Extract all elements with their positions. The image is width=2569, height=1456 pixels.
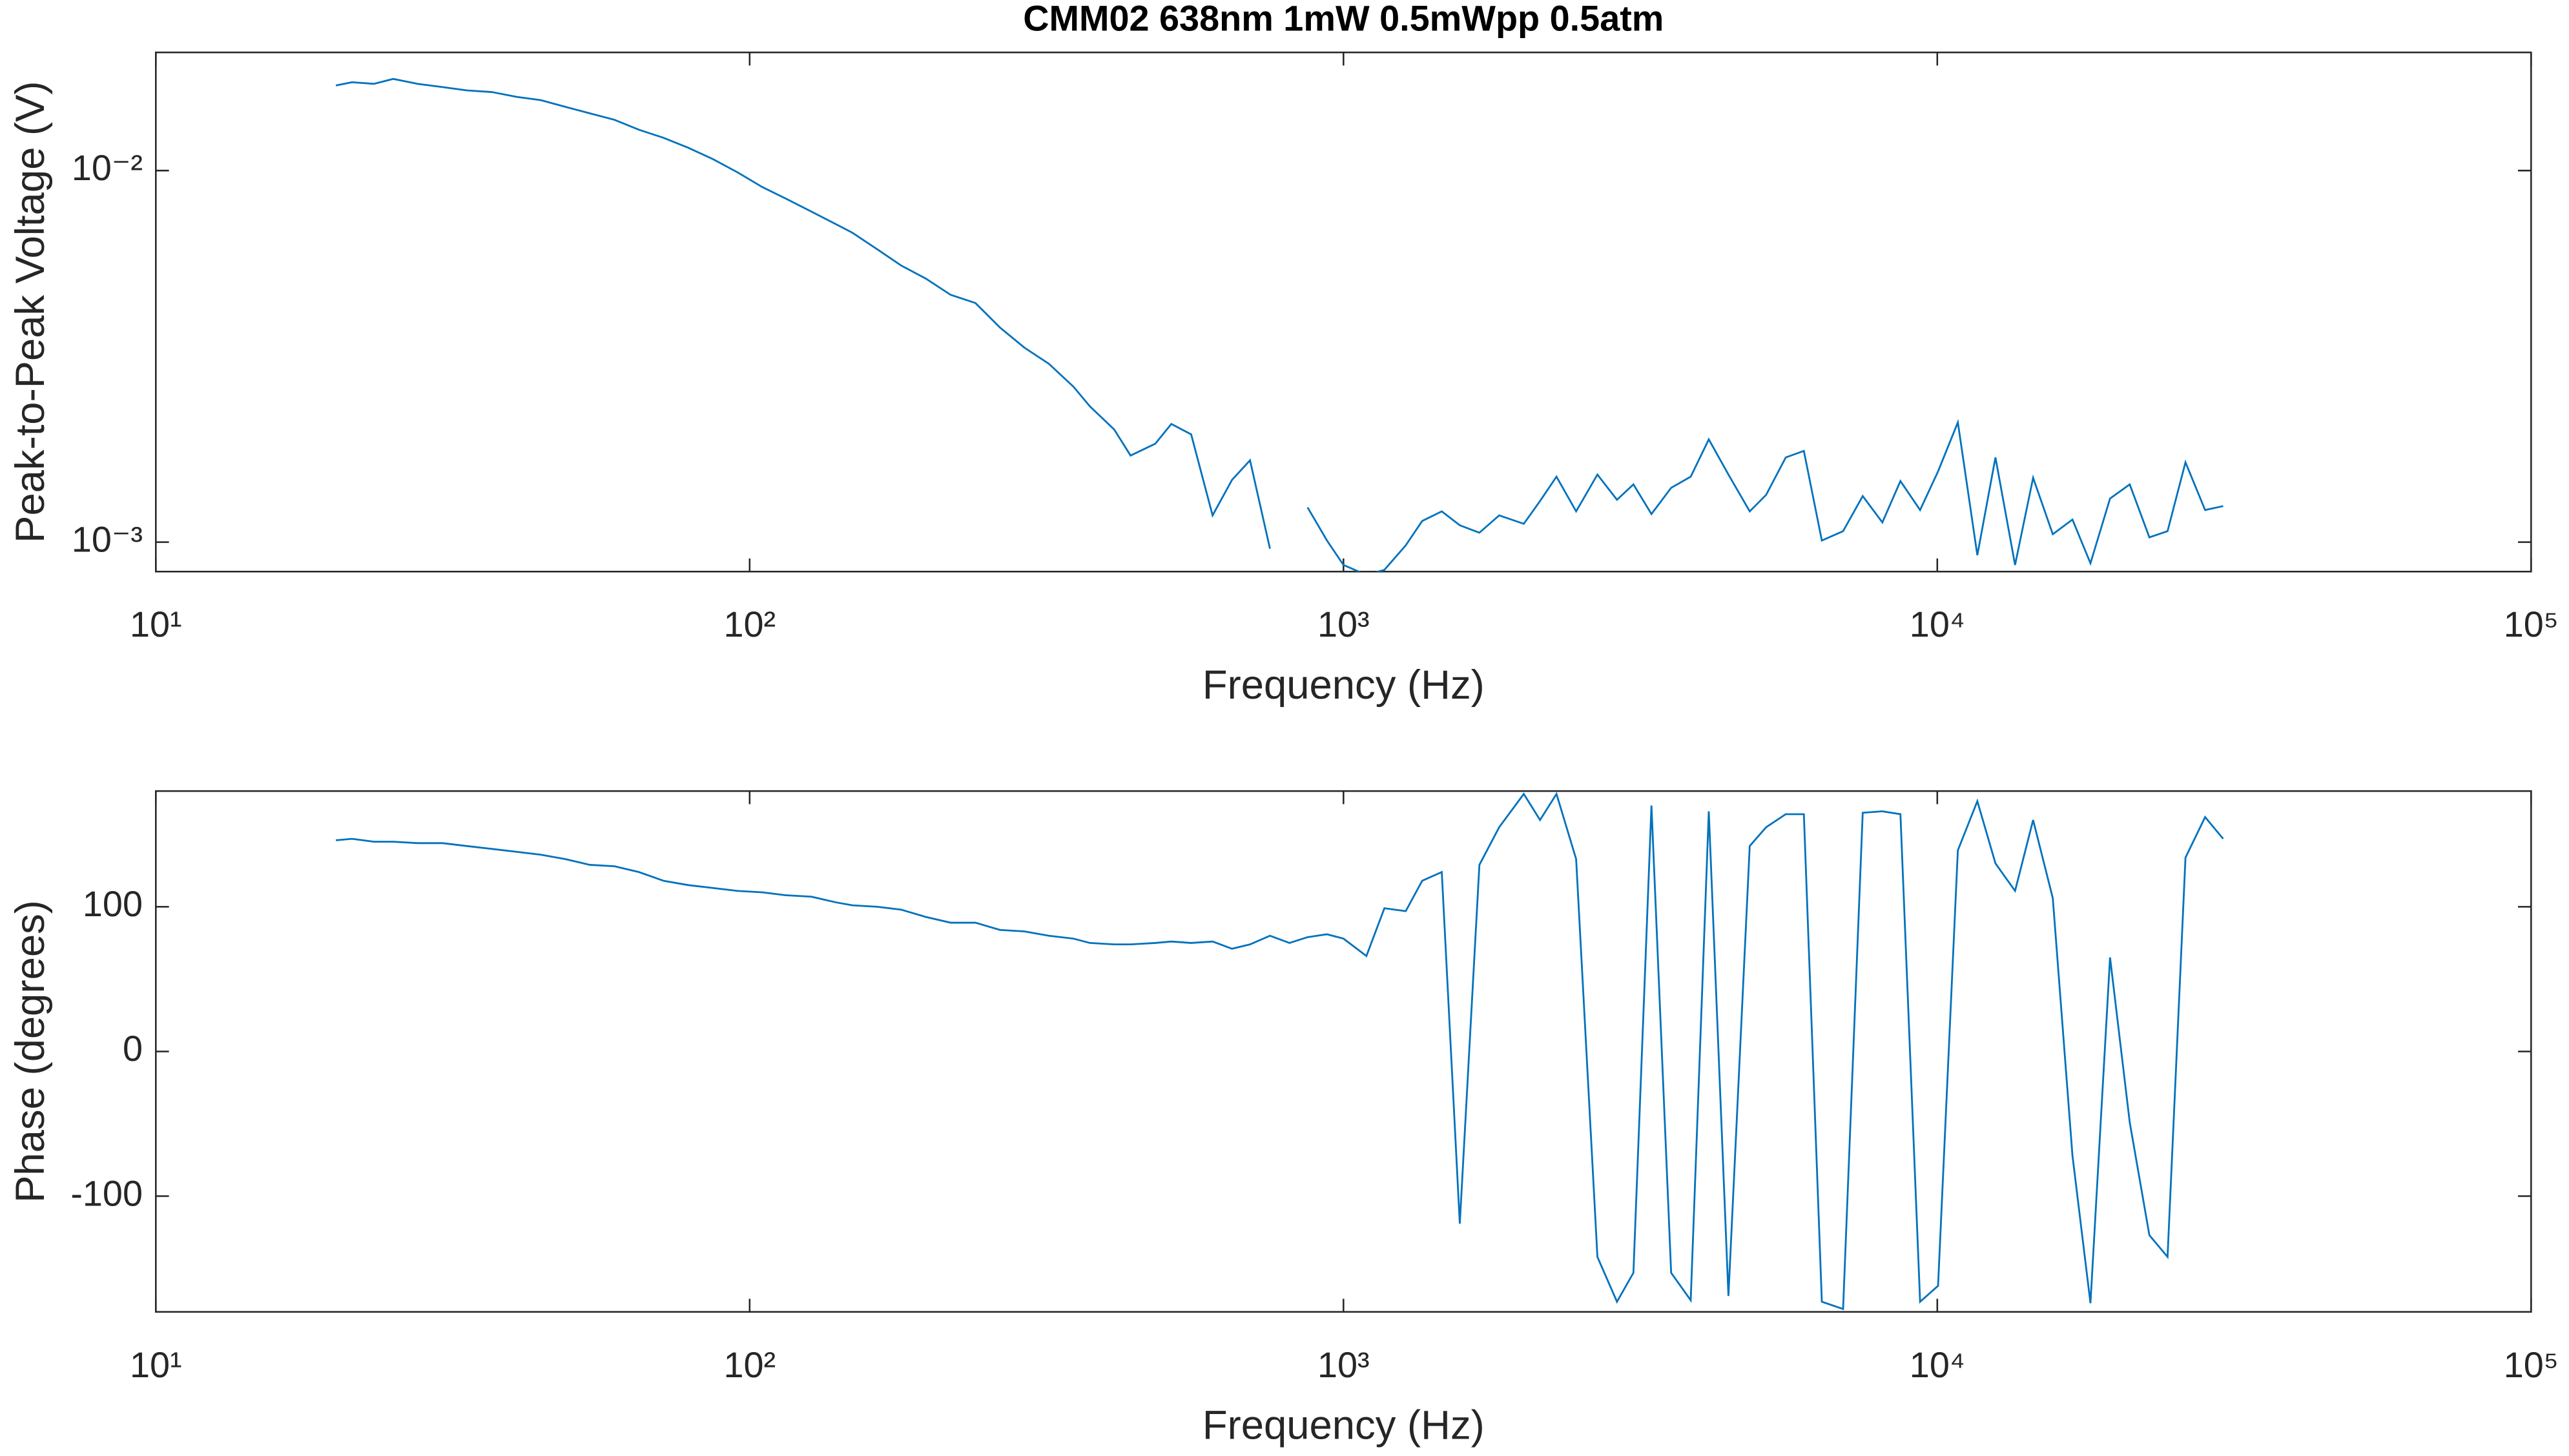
x-tick-label: 10² — [723, 604, 776, 644]
x-tick-label: 10³ — [1317, 1344, 1370, 1385]
y-tick-label: 10⁻³ — [72, 518, 143, 559]
y-axis-label: Phase (degrees) — [8, 900, 53, 1203]
y-axis-label: Peak-to-Peak Voltage (V) — [8, 81, 53, 542]
x-axis-label: Frequency (Hz) — [1202, 662, 1485, 708]
x-tick-label: 10¹ — [130, 604, 182, 644]
x-tick-label: 10⁵ — [2504, 1344, 2559, 1385]
data-line — [335, 792, 2224, 1311]
x-tick-label: 10⁵ — [2504, 604, 2559, 644]
x-tick-label: 10¹ — [130, 1344, 182, 1385]
x-tick-label: 10³ — [1317, 604, 1370, 644]
x-tick-label: 10² — [723, 1344, 776, 1385]
x-axis-label: Frequency (Hz) — [1202, 1403, 1485, 1448]
y-tick-label: 100 — [83, 883, 143, 924]
x-tick-label: 10⁴ — [1910, 1344, 1965, 1385]
data-line — [335, 77, 2223, 572]
y-tick-label: 10⁻² — [72, 147, 143, 188]
y-tick-label: -100 — [70, 1173, 143, 1213]
y-tick-label: 0 — [123, 1028, 143, 1069]
chart-title: CMM02 638nm 1mW 0.5mWpp 0.5atm — [1023, 0, 1664, 39]
x-tick-label: 10⁴ — [1910, 604, 1965, 644]
